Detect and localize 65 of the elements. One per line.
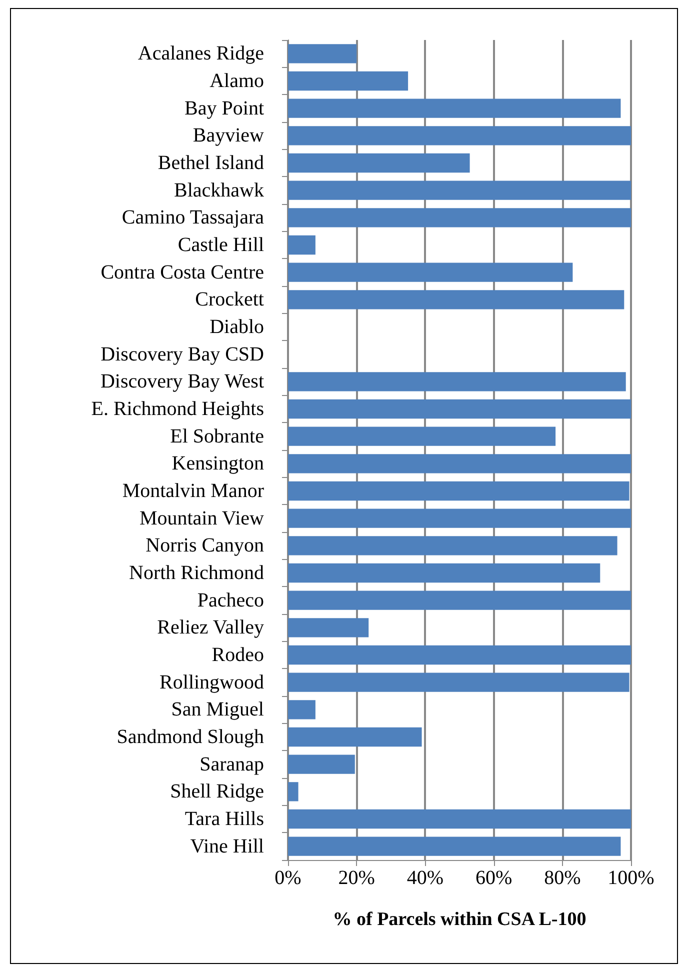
y-tick-label: Discovery Bay West bbox=[100, 370, 264, 393]
y-tick-label: Pacheco bbox=[197, 589, 264, 612]
y-tick-label: Contra Costa Centre bbox=[100, 261, 264, 284]
x-tick-label: 60% bbox=[475, 867, 512, 889]
x-tick-label: 100% bbox=[608, 867, 654, 889]
bar bbox=[288, 618, 369, 638]
y-tick-label: Alamo bbox=[210, 70, 264, 92]
bar bbox=[288, 372, 626, 392]
bar bbox=[288, 672, 630, 692]
bar bbox=[288, 153, 470, 173]
y-tick-label: Sandmond Slough bbox=[116, 726, 264, 748]
y-tick-label: Discovery Bay CSD bbox=[100, 343, 264, 366]
y-tick-label: Shell Ridge bbox=[170, 780, 264, 803]
y-tick-label: Rodeo bbox=[212, 644, 264, 666]
bar bbox=[288, 836, 621, 856]
y-tick-label: Mountain View bbox=[139, 507, 265, 530]
bar bbox=[288, 590, 631, 610]
bar bbox=[288, 563, 600, 583]
y-tick-label: North Richmond bbox=[129, 562, 264, 584]
y-tick-label: Kensington bbox=[172, 452, 264, 475]
bar bbox=[288, 645, 631, 665]
y-tick-label: Castle Hill bbox=[178, 234, 264, 256]
y-tick-label: Saranap bbox=[200, 753, 264, 776]
x-tick-label: 20% bbox=[338, 867, 375, 889]
y-tick-label: Norris Canyon bbox=[146, 534, 264, 557]
bar bbox=[288, 454, 631, 474]
bar bbox=[288, 208, 631, 228]
y-tick-label: El Sobrante bbox=[170, 425, 264, 448]
y-tick-label: San Miguel bbox=[171, 698, 264, 721]
bar bbox=[288, 290, 624, 310]
bar bbox=[288, 782, 298, 802]
y-tick-label: Camino Tassajara bbox=[122, 206, 264, 229]
bar bbox=[288, 809, 631, 829]
bar bbox=[288, 481, 630, 501]
bar bbox=[288, 754, 355, 774]
y-tick-label: Reliez Valley bbox=[157, 616, 264, 639]
bar bbox=[288, 98, 621, 118]
bar bbox=[288, 508, 631, 528]
x-tick-label: 40% bbox=[406, 867, 444, 889]
y-tick-label: Montalvin Manor bbox=[122, 480, 264, 502]
bar bbox=[288, 399, 631, 419]
y-tick-label: Bayview bbox=[192, 124, 265, 147]
x-axis-title: % of Parcels within CSA L-100 bbox=[332, 909, 586, 930]
y-tick-label: Acalanes Ridge bbox=[138, 42, 264, 65]
bar bbox=[288, 180, 631, 200]
y-tick-label: Vine Hill bbox=[190, 835, 264, 858]
y-tick-label: Bay Point bbox=[184, 97, 264, 120]
x-tick-label: 80% bbox=[544, 867, 581, 889]
bar bbox=[288, 536, 618, 556]
bar bbox=[288, 700, 316, 720]
bar bbox=[288, 126, 631, 146]
y-tick-label: Bethel Island bbox=[158, 152, 264, 174]
y-tick-label: Blackhawk bbox=[174, 179, 264, 202]
bar bbox=[288, 426, 556, 446]
bar bbox=[288, 44, 357, 64]
y-tick-label: Diablo bbox=[210, 316, 264, 338]
y-tick-label: E. Richmond Heights bbox=[91, 398, 264, 420]
bar bbox=[288, 262, 573, 282]
y-tick-label: Rollingwood bbox=[160, 671, 264, 694]
bar bbox=[288, 235, 316, 255]
y-tick-label: Tara Hills bbox=[184, 808, 264, 830]
x-tick-label: 0% bbox=[274, 867, 302, 889]
bar bbox=[288, 727, 422, 747]
bar bbox=[288, 71, 408, 91]
y-tick-label: Crockett bbox=[195, 288, 264, 311]
